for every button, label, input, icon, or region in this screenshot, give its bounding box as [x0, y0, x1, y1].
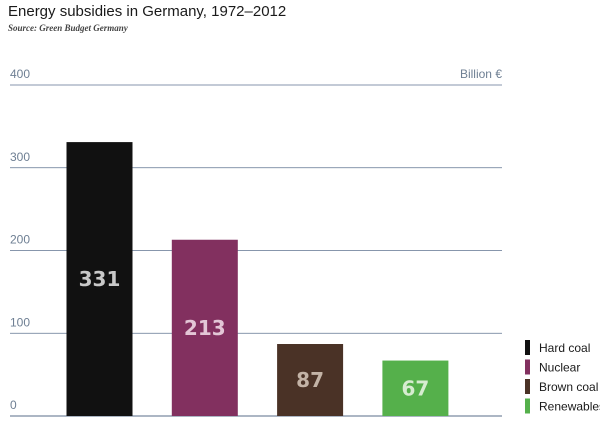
legend-swatch: [525, 398, 530, 414]
chart-title: Energy subsidies in Germany, 1972–2012: [8, 3, 287, 20]
y-tick-label: 300: [10, 150, 30, 164]
bar: [382, 360, 449, 416]
bar-value-label: 331: [79, 267, 121, 291]
unit-label: Billion €: [460, 67, 502, 81]
bar-value-label: 67: [401, 376, 429, 400]
y-tick-label: 0: [10, 398, 17, 412]
bar: [277, 344, 344, 416]
legend-swatch: [525, 359, 530, 375]
legend-swatch: [525, 379, 530, 394]
legend-swatch: [525, 340, 530, 355]
bar-value-label: 213: [184, 316, 226, 340]
bar-value-label: 87: [296, 368, 324, 392]
chart-source: Source: Green Budget Germany: [8, 23, 128, 33]
bar: [66, 142, 133, 416]
y-tick-label: 200: [10, 233, 30, 247]
y-tick-label: 400: [10, 67, 30, 81]
legend-label: Hard coal: [539, 341, 590, 355]
legend-label: Renewables: [539, 400, 600, 414]
legend-label: Brown coal: [539, 380, 598, 394]
legend-label: Nuclear: [539, 361, 580, 375]
bar: [171, 239, 238, 416]
y-tick-label: 100: [10, 315, 30, 329]
